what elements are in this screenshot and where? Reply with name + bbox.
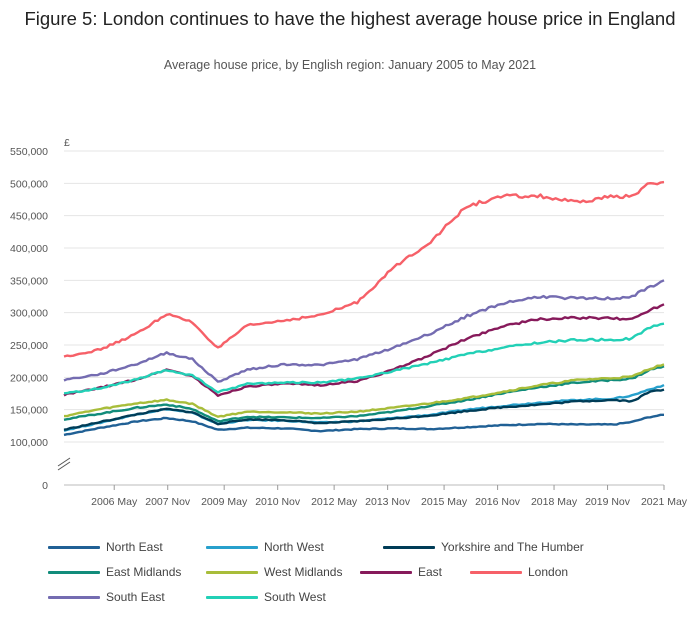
legend-label: East [418, 565, 443, 579]
legend-swatch [206, 545, 258, 549]
x-tick-label: 2018 May [531, 496, 578, 508]
y-tick-label: 100,000 [10, 437, 48, 449]
legend-label: North West [264, 540, 324, 554]
x-tick-label: 2013 Nov [365, 496, 411, 508]
chart-title: Figure 5: London continues to have the h… [24, 8, 676, 29]
series-line-south-west [63, 322, 665, 395]
x-tick-label: 2021 May [641, 496, 688, 508]
chart-subtitle: Average house price, by English region: … [163, 58, 537, 72]
legend-label: South East [106, 590, 165, 604]
x-tick-label: 2009 May [201, 496, 248, 508]
legend-swatch [48, 570, 100, 574]
legend-swatch [48, 595, 100, 599]
legend-swatch [48, 545, 100, 549]
legend-item: Yorkshire and The Humber [383, 540, 584, 554]
axis-break-mark [57, 461, 71, 471]
legend-item: North West [206, 540, 324, 554]
y-tick-label: 250,000 [10, 340, 48, 352]
legend-item: South East [48, 590, 165, 604]
series-line-yorkshire-and-the-humber [63, 388, 665, 431]
series-lines [63, 180, 665, 437]
x-axis: 2006 May 2007 Nov 2009 May 2010 Nov 2012 May… [91, 485, 688, 508]
series-line-north-east [63, 413, 664, 437]
legend-item: London [470, 565, 568, 579]
legend-item: East Midlands [48, 565, 181, 579]
y-axis: 0 100,000 150,000 200,000 250,000 300,000 350,… [10, 137, 71, 492]
series-line-london [63, 180, 665, 358]
x-tick-label: 2007 Nov [145, 496, 191, 508]
series-line-west-midlands [64, 363, 665, 418]
legend-swatch [383, 545, 435, 549]
legend-swatch [206, 570, 258, 574]
legend-swatch [470, 570, 522, 574]
y-tick-label: 350,000 [10, 275, 48, 287]
legend-swatch [206, 595, 258, 599]
y-tick-label: 550,000 [10, 146, 48, 158]
y-tick-label: 400,000 [10, 243, 48, 255]
x-tick-label: 2016 Nov [475, 496, 521, 508]
legend-label: South West [264, 590, 326, 604]
legend-item: West Midlands [206, 565, 342, 579]
x-tick-label: 2019 Nov [585, 496, 631, 508]
series-line-south-east [63, 279, 665, 383]
legend-label: West Midlands [264, 565, 343, 579]
x-tick-label: 2012 May [311, 496, 358, 508]
legend-swatch [360, 570, 412, 574]
legend-item: East [360, 565, 442, 579]
y-tick-label: 150,000 [10, 405, 48, 417]
x-tick-label: 2010 Nov [255, 496, 301, 508]
y-tick-label: 500,000 [10, 178, 48, 190]
x-tick-label: 2015 May [421, 496, 468, 508]
y-tick-label: 200,000 [10, 372, 48, 384]
legend-label: East Midlands [106, 565, 182, 579]
legend-label: Yorkshire and The Humber [441, 540, 584, 554]
axis-break-mark [57, 457, 71, 467]
series-line-east-midlands [63, 365, 665, 423]
y-tick-label: 450,000 [10, 211, 48, 223]
line-chart: 0 100,000 150,000 200,000 250,000 300,000 350,… [10, 137, 688, 508]
y-tick-label: 300,000 [10, 308, 48, 320]
x-tick-label: 2006 May [91, 496, 138, 508]
y-axis-unit: £ [64, 137, 70, 149]
legend-label: London [528, 565, 569, 579]
legend-item: North East [48, 540, 163, 554]
legend-label: North East [106, 540, 163, 554]
legend-item: South West [206, 590, 326, 604]
y-tick-label: 0 [42, 480, 48, 492]
